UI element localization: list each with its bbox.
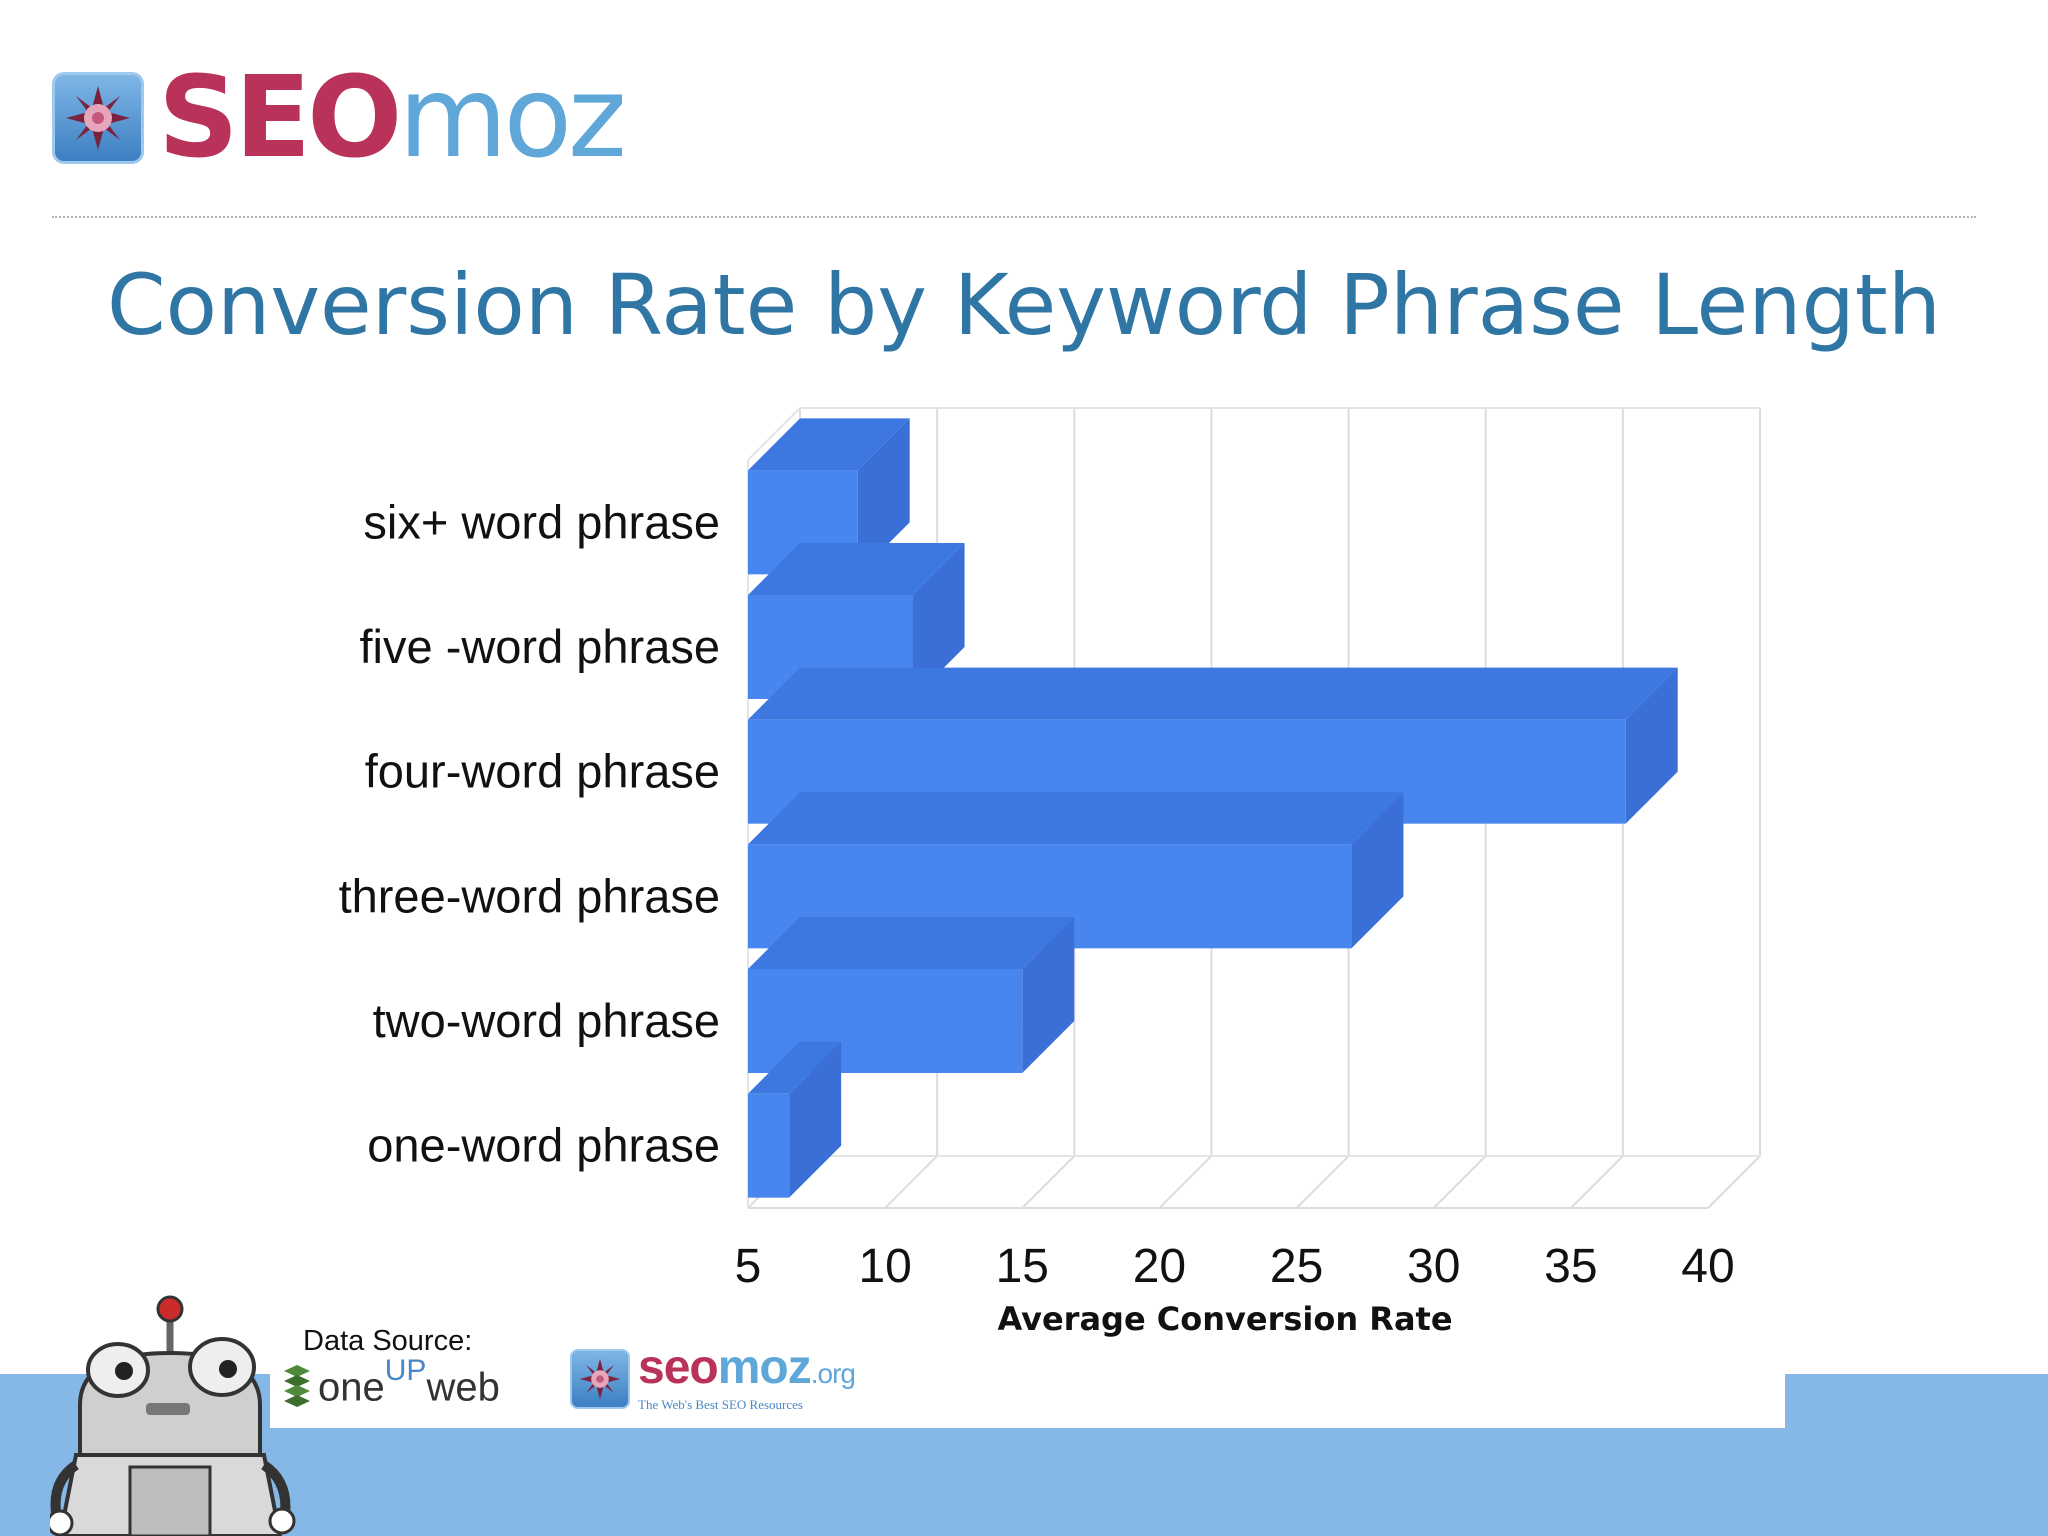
bar-four-word-phrase-side [1625,667,1678,824]
header-divider [52,216,1976,218]
x-tick-label: 15 [996,1240,1049,1293]
bar-four-word-phrase [748,667,1678,824]
oneupweb-logo: oneUPweb [282,1354,500,1410]
logo-seo-text: SEO [158,53,402,183]
x-tick-label: 20 [1133,1240,1186,1293]
footer-white-panel [270,1372,1785,1428]
slide-title: Conversion Rate by Keyword Phrase Length [107,256,1941,354]
bar-one-word-phrase-top [748,1041,842,1094]
bar-five-word-phrase-side [912,543,965,699]
category-label: six+ word phrase [363,495,720,548]
category-label: three-word phrase [339,869,720,922]
oneupweb-wordmark: oneUPweb [318,1354,500,1410]
chart-grid [747,407,1761,1209]
org-seo: seo [638,1341,719,1394]
bar-six-word-phrase-side [857,418,910,575]
category-label: four-word phrase [365,745,720,798]
x-tick-label: 40 [1681,1240,1734,1293]
seomoz-org-words: seomoz.org The Web's Best SEO Resources [638,1344,856,1413]
oneupweb-logo-icon [284,1365,310,1408]
logo-wordmark: SEOmoz [158,62,627,174]
logo-moz-text: moz [398,53,626,183]
bar-one-word-phrase [748,1041,842,1198]
robot-mascot-icon [50,1295,296,1536]
sunburst-logo-icon [52,72,144,164]
floor-gridline-10 [884,1155,938,1209]
chart-bars [748,418,1678,1198]
org-moz: moz [717,1341,812,1394]
x-tick-label: 10 [858,1240,911,1293]
x-axis-title: Average Conversion Rate [997,1300,1452,1338]
seomoz-org-logo: seomoz.org The Web's Best SEO Resources [570,1344,856,1413]
org-tagline: The Web's Best SEO Resources [638,1397,803,1412]
bar-six-word-phrase-top [748,418,910,471]
side-wall-top [747,407,801,461]
oneup-pre: one [318,1365,385,1410]
floor-gridline-30 [1433,1155,1487,1209]
x-tick-label: 5 [735,1240,762,1293]
x-tick-label: 35 [1544,1240,1597,1293]
chart-labels: six+ word phrase five -word phrase four-wo… [339,495,1735,1338]
bar-two-word-phrase [748,917,1075,1073]
sunburst-small-icon [570,1349,630,1409]
bar-six-word-phrase [748,418,910,575]
seomoz-logo: SEOmoz [52,58,627,178]
bar-one-word-phrase-side [789,1041,842,1198]
floor-gridline-35 [1570,1155,1624,1209]
bar-three-word-phrase-side [1351,792,1404,949]
x-tick-label: 30 [1407,1240,1460,1293]
bar-three-word-phrase-top [748,792,1404,845]
data-source-label: Data Source: [303,1325,473,1357]
oneup-sup: UP [384,1354,427,1387]
bar-four-word-phrase-top [748,667,1678,720]
seomoz-org-name: seomoz.org [638,1344,856,1397]
bar-one-word-phrase-front [748,1093,790,1198]
floor-gridline-40 [1707,1155,1761,1209]
bar-two-word-phrase-top [748,917,1075,969]
bar-five-word-phrase-top [748,543,965,595]
category-label: five -word phrase [360,620,721,673]
category-label: one-word phrase [367,1119,720,1172]
bar-two-word-phrase-side [1022,917,1075,1073]
x-tick-label: 25 [1270,1240,1323,1293]
oneup-post: web [426,1365,500,1410]
floor-gridline-15 [1021,1155,1075,1209]
category-label: two-word phrase [373,994,720,1047]
org-tld: .org [810,1358,856,1389]
floor-gridline-20 [1158,1155,1213,1209]
floor-gridline-25 [1295,1155,1350,1209]
